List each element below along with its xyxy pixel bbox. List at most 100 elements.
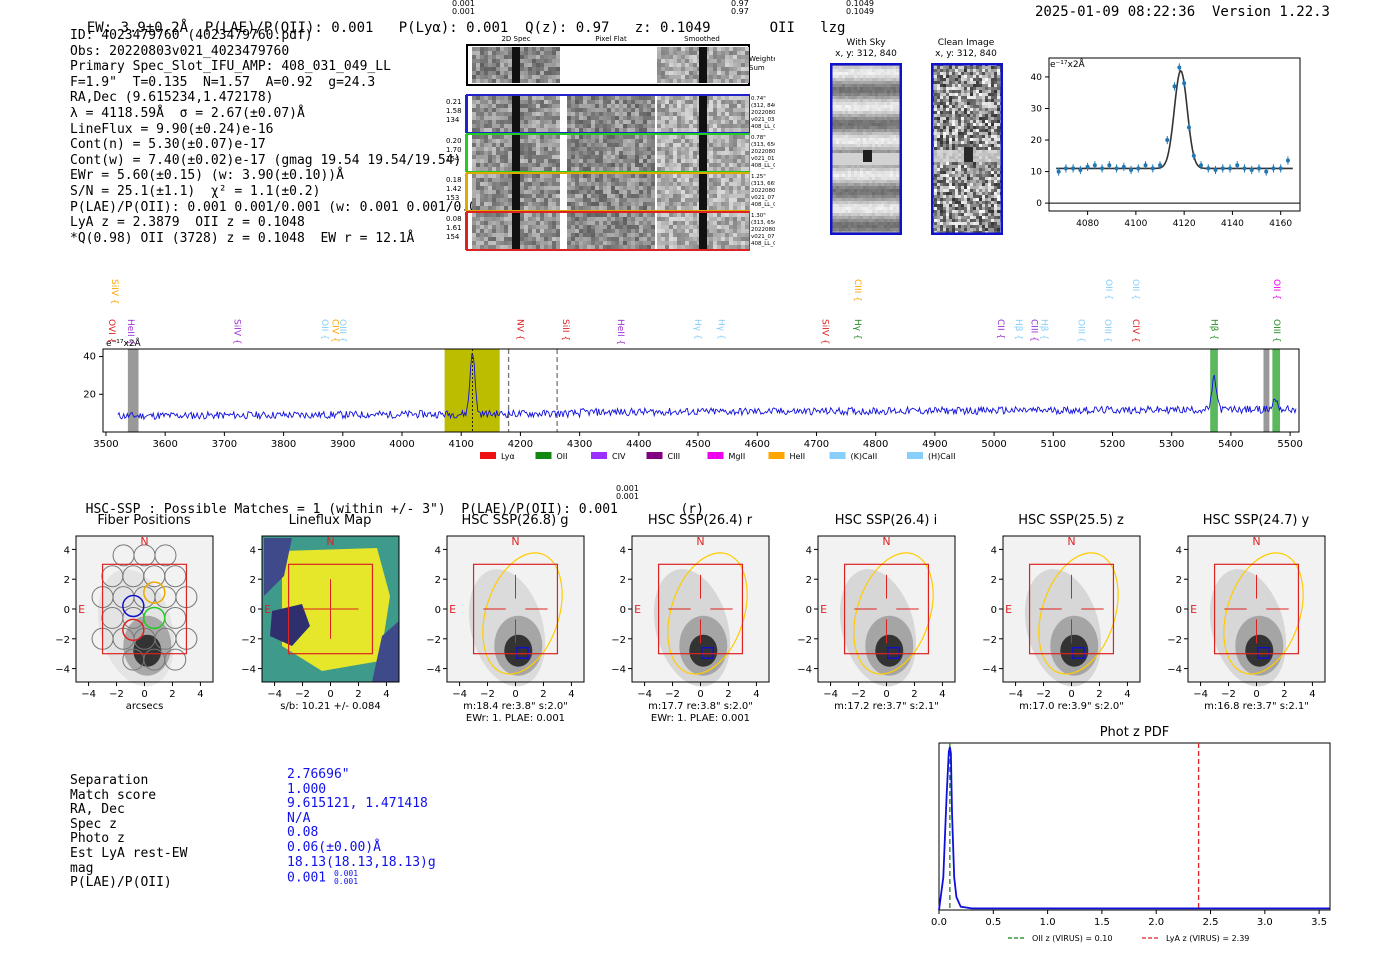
cutout-pixel — [745, 186, 749, 190]
cutout-pixel — [532, 112, 536, 116]
cutout-pixel — [528, 194, 532, 198]
image-pixel — [839, 156, 842, 159]
image-pixel — [890, 90, 893, 93]
cutout-pixel — [619, 213, 623, 217]
cutout-pixel — [599, 174, 603, 178]
cutout-pixel — [548, 124, 552, 128]
image-pixel — [857, 84, 860, 87]
cutout-pixel — [661, 233, 665, 237]
image-pixel — [940, 144, 943, 147]
image-pixel — [997, 126, 1000, 129]
cutout-pixel — [488, 229, 492, 233]
cutout-pixel — [583, 237, 587, 241]
cutout-pixel — [520, 96, 524, 100]
cutout-pixel — [587, 167, 591, 171]
cutout-pixel — [480, 67, 484, 71]
image-pixel — [851, 153, 854, 156]
cutout-pixel — [540, 186, 544, 190]
cutout-pixel — [603, 221, 607, 225]
image-pixel — [866, 198, 869, 201]
image-pixel — [869, 165, 872, 168]
image-pixel — [860, 204, 863, 207]
cutout-pixel — [532, 198, 536, 202]
image-pixel — [875, 222, 878, 225]
cutout-pixel — [741, 63, 745, 67]
image-pixel — [985, 93, 988, 96]
cutout-pixel — [520, 206, 524, 210]
image-pixel — [991, 99, 994, 102]
cutout-pixel — [552, 213, 556, 217]
image-pixel — [884, 75, 887, 78]
image-pixel — [946, 105, 949, 108]
cutout-pixel — [689, 71, 693, 75]
cutout-pixel — [472, 96, 476, 100]
cutout-pixel — [544, 63, 548, 67]
cutout-pixel — [721, 217, 725, 221]
cutout-pixel — [552, 221, 556, 225]
image-pixel — [979, 99, 982, 102]
cutout-pixel — [619, 128, 623, 132]
image-pixel — [872, 150, 875, 153]
image-pixel — [985, 138, 988, 141]
image-pixel — [934, 102, 937, 105]
cutout-pixel — [520, 190, 524, 194]
cutout-pixel — [571, 143, 575, 147]
image-pixel — [863, 165, 866, 168]
cutout-pixel — [595, 167, 599, 171]
cutout-pixel — [693, 63, 697, 67]
image-pixel — [890, 129, 893, 132]
image-pixel — [934, 93, 937, 96]
cutout-pixel — [556, 202, 560, 206]
cutout-pixel — [548, 63, 552, 67]
cutout-pixel — [556, 225, 560, 229]
cutout-pixel — [492, 194, 496, 198]
image-pixel — [851, 156, 854, 159]
image-pixel — [940, 75, 943, 78]
cutout-pixel — [496, 178, 500, 182]
image-pixel — [973, 96, 976, 99]
image-pixel — [860, 117, 863, 120]
image-pixel — [893, 84, 896, 87]
cutout-pixel — [587, 147, 591, 151]
image-pixel — [893, 207, 896, 210]
cutout-pixel — [500, 206, 504, 210]
cutout-pixel — [623, 167, 627, 171]
cutout-pixel — [595, 174, 599, 178]
image-pixel — [893, 150, 896, 153]
with-sky-title: With Sky x, y: 312, 840 — [830, 38, 902, 60]
image-pixel — [976, 87, 979, 90]
image-pixel — [851, 195, 854, 198]
cutout-pixel — [579, 190, 583, 194]
cutout-pixel — [556, 108, 560, 112]
cutout-pixel — [619, 221, 623, 225]
cutout-pixel — [635, 190, 639, 194]
cutout-pixel — [492, 47, 496, 51]
image-pixel — [946, 78, 949, 81]
image-pixel — [869, 111, 872, 114]
cutout-pixel — [552, 182, 556, 186]
cutout-pixel — [717, 182, 721, 186]
image-pixel — [979, 126, 982, 129]
cutout-pixel — [647, 229, 651, 233]
cutout-pixel — [488, 143, 492, 147]
cutout-pixel — [729, 108, 733, 112]
cutout-pixel — [669, 225, 673, 229]
cutout-pixel — [639, 202, 643, 206]
image-pixel — [955, 126, 958, 129]
cutout-pixel — [651, 96, 655, 100]
image-pixel — [890, 141, 893, 144]
cutout-pixel — [681, 233, 685, 237]
image-pixel — [976, 129, 979, 132]
image-pixel — [893, 126, 896, 129]
cutout-pixel — [540, 128, 544, 132]
cutout-pixel — [635, 135, 639, 139]
cutout-pixel — [476, 178, 480, 182]
image-pixel — [884, 72, 887, 75]
cutout-pixel — [721, 206, 725, 210]
image-pixel — [851, 93, 854, 96]
info-line: LineFlux = 9.90(±0.24)e-16 — [70, 121, 274, 137]
image-pixel — [845, 189, 848, 192]
cutout-pixel — [571, 213, 575, 217]
image-pixel — [961, 99, 964, 102]
image-pixel — [872, 90, 875, 93]
